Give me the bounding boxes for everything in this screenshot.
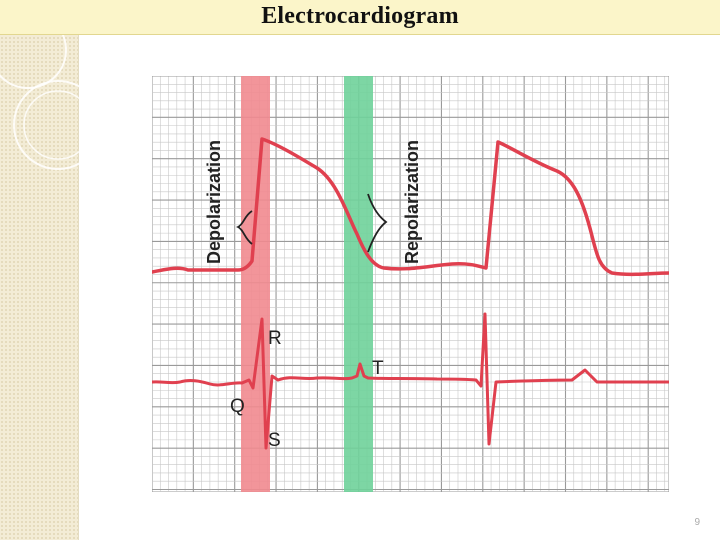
repolarization-band [344, 76, 373, 492]
q-wave-label: Q [230, 396, 245, 417]
repolarization-brace [367, 193, 388, 253]
depolarization-brace [235, 210, 253, 245]
r-wave-label: R [268, 328, 282, 349]
action-potential-trace [152, 137, 669, 277]
title-bar: Electrocardiogram [0, 0, 720, 35]
slide-title: Electrocardiogram [261, 3, 459, 29]
s-wave-label: S [268, 430, 281, 451]
ecg-diagram: Depolarization Repolarization R Q S T [152, 76, 669, 492]
repolarization-label: Repolarization [402, 140, 422, 264]
t-wave-label: T [372, 358, 384, 379]
page-number: 9 [694, 517, 700, 528]
depolarization-label: Depolarization [204, 140, 224, 264]
left-decorative-strip [0, 0, 90, 540]
ecg-trace [152, 312, 669, 450]
ecg-grid [152, 76, 669, 492]
